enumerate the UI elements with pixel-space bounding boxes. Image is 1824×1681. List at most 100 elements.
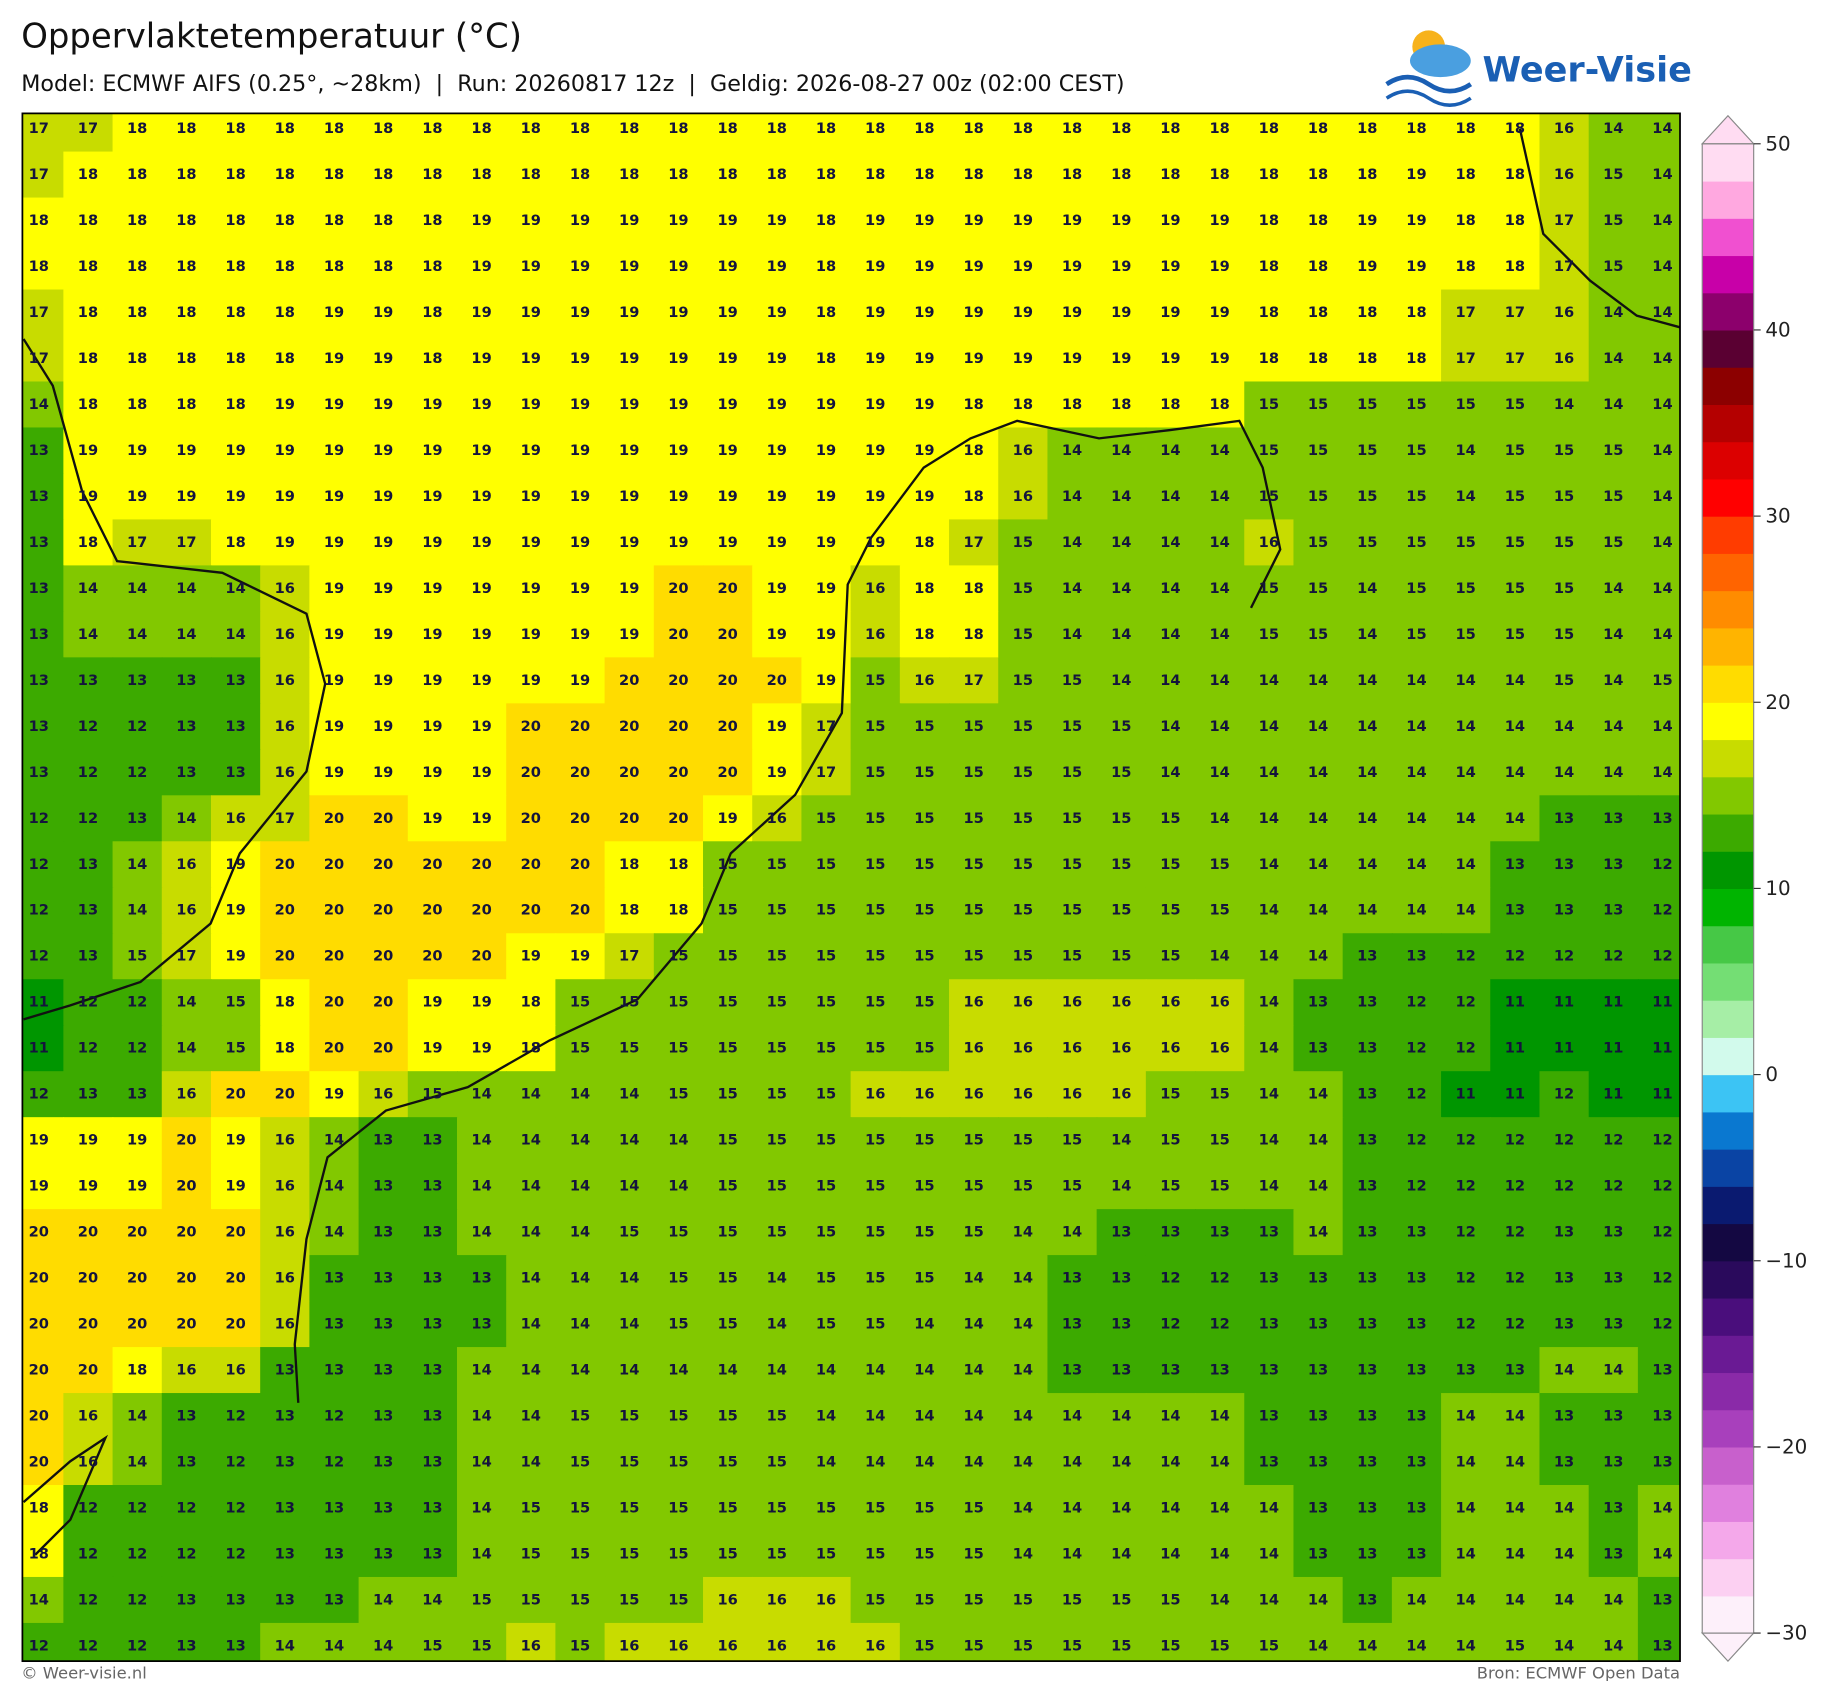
temperature-cell [22, 243, 65, 291]
temperature-label: 19 [717, 488, 737, 505]
temperature-label: 20 [668, 718, 688, 735]
temperature-label: 15 [1652, 672, 1672, 689]
temperature-label: 14 [1160, 1454, 1180, 1471]
temperature-label: 19 [225, 1132, 245, 1149]
temperature-cell [604, 1255, 655, 1302]
temperature-cell [1047, 381, 1098, 429]
temperature-cell [1096, 289, 1147, 337]
temperature-cell [949, 427, 999, 475]
temperature-cell [210, 1530, 261, 1578]
temperature-cell [1293, 657, 1344, 705]
temperature-cell [1342, 335, 1393, 383]
temperature-cell [1391, 1485, 1442, 1532]
temperature-cell [1145, 1301, 1196, 1348]
temperature-cell [703, 657, 753, 705]
temperature-cell [1096, 749, 1147, 797]
temperature-label: 19 [521, 948, 541, 965]
temperature-label: 14 [619, 1316, 639, 1333]
temperature-cell [1441, 1393, 1491, 1440]
temperature-label: 15 [816, 1270, 836, 1287]
temperature-cell [1244, 1439, 1295, 1486]
temperature-cell [1244, 979, 1295, 1026]
temperature-label: 13 [1603, 856, 1623, 873]
temperature-label: 14 [1603, 1362, 1623, 1379]
temperature-cell [456, 473, 507, 521]
temperature-cell [1490, 243, 1541, 291]
temperature-cell [506, 795, 557, 842]
temperature-cell [456, 1347, 507, 1394]
temperature-label: 14 [1652, 396, 1672, 413]
temperature-label: 12 [1652, 1178, 1672, 1195]
temperature-cell [1441, 289, 1491, 337]
temperature-cell [653, 657, 704, 705]
temperature-cell [1195, 1071, 1245, 1118]
temperature-label: 15 [865, 718, 885, 735]
temperature-cell [1490, 1025, 1541, 1072]
temperature-cell [112, 519, 163, 567]
temperature-cell [1293, 1393, 1344, 1440]
temperature-label: 19 [914, 212, 934, 229]
temperature-cell [998, 243, 1049, 291]
temperature-cell [1588, 427, 1639, 475]
temperature-label: 19 [865, 396, 885, 413]
temperature-cell [22, 335, 65, 383]
temperature-cell [506, 197, 557, 245]
temperature-cell [1342, 113, 1393, 153]
temperature-label: 18 [521, 120, 541, 137]
temperature-cell [22, 1301, 65, 1348]
temperature-cell [1391, 979, 1442, 1026]
temperature-cell [1539, 1117, 1590, 1164]
temperature-label: 19 [471, 350, 491, 367]
colorbar-tick-label: −10 [1765, 1249, 1807, 1272]
temperature-label: 19 [914, 350, 934, 367]
temperature-cell [1539, 427, 1590, 475]
temperature-cell [1490, 1347, 1541, 1394]
temperature-label: 16 [1209, 1040, 1229, 1057]
temperature-label: 14 [1456, 488, 1476, 505]
temperature-label: 15 [668, 1408, 688, 1425]
temperature-cell [1195, 335, 1245, 383]
temperature-label: 19 [1062, 350, 1082, 367]
temperature-cell [1195, 887, 1245, 934]
temperature-cell [1490, 1209, 1541, 1256]
temperature-label: 15 [865, 1178, 885, 1195]
temperature-label: 14 [668, 1362, 688, 1379]
temperature-label: 15 [1456, 534, 1476, 551]
temperature-label: 13 [78, 948, 98, 965]
temperature-cell [1244, 611, 1295, 659]
temperature-label: 13 [275, 1362, 295, 1379]
temperature-cell [752, 519, 803, 567]
temperature-label: 16 [1554, 304, 1574, 321]
temperature-cell [1195, 427, 1245, 475]
temperature-label: 12 [78, 1591, 98, 1608]
temperature-label: 14 [1652, 350, 1672, 367]
temperature-label: 20 [29, 1408, 49, 1425]
temperature-label: 15 [1062, 1591, 1082, 1608]
temperature-label: 13 [1554, 1454, 1574, 1471]
temperature-label: 19 [471, 304, 491, 321]
temperature-label: 14 [1554, 1545, 1574, 1562]
temperature-cell [1293, 1255, 1344, 1302]
temperature-label: 18 [127, 166, 147, 183]
temperature-cell [801, 933, 852, 980]
colorbar-band [1702, 1074, 1754, 1113]
temperature-label: 17 [176, 534, 196, 551]
temperature-cell [22, 657, 65, 705]
temperature-cell [1342, 197, 1393, 245]
temperature-cell [1441, 749, 1491, 797]
temperature-cell [1244, 113, 1295, 153]
temperature-label: 14 [471, 1454, 491, 1471]
temperature-cell [752, 1485, 803, 1532]
temperature-cell [407, 1485, 458, 1532]
temperature-cell [1145, 1347, 1196, 1394]
temperature-cell [1588, 1117, 1639, 1164]
temperature-label: 13 [1603, 1316, 1623, 1333]
temperature-cell [161, 1439, 212, 1486]
temperature-label: 19 [471, 488, 491, 505]
temperature-label: 14 [1456, 902, 1476, 919]
temperature-label: 20 [373, 856, 393, 873]
temperature-cell [555, 749, 606, 797]
temperature-label: 16 [1062, 994, 1082, 1011]
temperature-cell [850, 1301, 901, 1348]
temperature-cell [161, 1209, 212, 1256]
